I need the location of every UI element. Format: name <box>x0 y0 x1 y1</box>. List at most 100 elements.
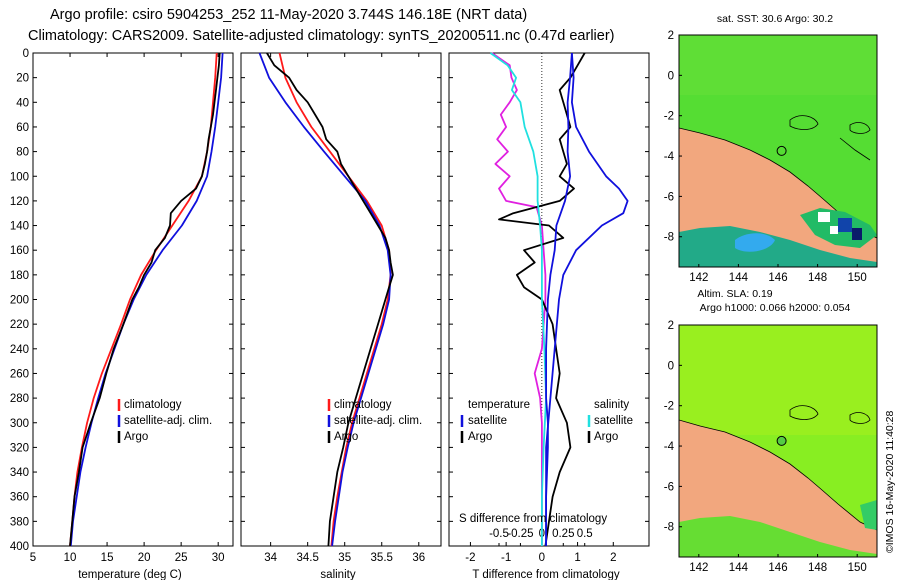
sla-argo-position-marker <box>776 435 787 446</box>
salinity-diff-tick-label: 0.25 <box>552 528 574 540</box>
sst-missing-cell <box>818 212 830 222</box>
y-tick-label: 240 <box>10 344 29 356</box>
sla-island <box>789 405 819 420</box>
sst-argo-position-marker <box>776 145 787 156</box>
salinity-legend: climatology satellite-adj. clim. Argo <box>327 399 422 443</box>
series-line-argo <box>69 52 221 547</box>
salinity-diff-tick-label: 0.5 <box>577 528 593 540</box>
x-tick-label: -1 <box>501 552 511 564</box>
y-tick-label: 180 <box>10 270 29 282</box>
series-line-argo <box>266 52 394 547</box>
sla-low-patch <box>860 500 877 530</box>
map-y-tick-label: -4 <box>664 151 675 163</box>
sst-map <box>679 35 877 267</box>
sst-deep-blue-cell <box>852 228 862 240</box>
temperature-plot: 5 10 15 20 25 3002040608010012014016018020022… <box>10 48 233 564</box>
legend-label-argo: Argo <box>334 431 358 443</box>
y-tick-label: 120 <box>10 196 29 208</box>
y-tick-label: 200 <box>10 295 29 307</box>
sst-island <box>849 122 871 134</box>
x-tick-label: 20 <box>138 552 151 564</box>
salinity-plot: 34 34.5 35 35.5 36 <box>241 52 441 564</box>
difference-axes-frame <box>448 52 650 547</box>
y-tick-label: 160 <box>10 245 29 257</box>
map-x-tick-label: 142 <box>689 272 708 284</box>
legend-label-satellite: satellite-adj. clim. <box>124 415 212 427</box>
sst-coastline <box>839 137 871 161</box>
x-tick-label: 1 <box>574 552 580 564</box>
map-y-tick-label: -8 <box>664 232 674 244</box>
series-line-climatology <box>278 52 392 547</box>
map-x-tick-label: 144 <box>729 562 749 574</box>
difference-plot: -2 -1 0 1 2-0.5-0.25 0 0.25 0.5 <box>449 52 649 564</box>
x-tick-label: 0 <box>539 552 545 564</box>
series-line-satellite-adj-clim- <box>258 52 392 547</box>
y-tick-label: 60 <box>16 122 29 134</box>
imos-credit: ©IMOS 16-May-2020 11:40:28 <box>884 410 896 553</box>
figure-title-line1: Argo profile: csiro 5904253_252 11-May-2… <box>50 7 527 23</box>
map-y-tick-label: -8 <box>664 522 674 534</box>
salinity-xlabel: salinity <box>320 569 355 580</box>
x-tick-label: -2 <box>465 552 475 564</box>
sla-map-axes: 142 144 146 148 150 2 0 -2 -4 -6 -8 <box>664 320 867 574</box>
y-tick-label: 300 <box>10 418 29 430</box>
x-tick-label: 36 <box>412 552 425 564</box>
legend-label-sal-argo: Argo <box>594 431 618 443</box>
x-tick-label: 25 <box>175 552 188 564</box>
legend-title-salinity: salinity <box>594 399 629 411</box>
map-y-tick-label: 0 <box>668 70 674 82</box>
map-x-tick-label: 142 <box>689 562 708 574</box>
difference-legend: temperature satellite Argo salinity sate… <box>460 399 633 443</box>
map-y-tick-label: -6 <box>664 481 674 493</box>
map-x-tick-label: 146 <box>768 562 787 574</box>
temperature-xlabel: temperature (deg C) <box>78 569 182 580</box>
x-tick-label: 34 <box>264 552 277 564</box>
map-y-tick-label: 0 <box>668 360 674 372</box>
map-y-tick-label: 2 <box>668 320 674 332</box>
map-x-tick-label: 148 <box>808 562 827 574</box>
legend-label-argo: Argo <box>124 431 148 443</box>
sst-deep-blue-cell <box>838 218 852 232</box>
series-line-temperature-satellite <box>491 52 547 546</box>
sst-map-axes: 142 144 146 148 150 2 0 -2 -4 -6 -8 <box>664 30 867 284</box>
x-tick-label: 10 <box>64 552 77 564</box>
x-tick-label: 30 <box>212 552 225 564</box>
x-tick-label: 35.5 <box>371 552 393 564</box>
x-tick-label: 34.5 <box>296 552 318 564</box>
sla-ocean-north <box>679 325 877 435</box>
difference-xlabel: T difference from climatology <box>472 569 619 580</box>
difference-inner-xlabel: S difference from climatology <box>459 513 607 525</box>
map-x-tick-label: 150 <box>848 562 867 574</box>
legend-label-climatology: climatology <box>334 399 392 411</box>
legend-title-temperature: temperature <box>468 399 530 411</box>
legend-label-climatology: climatology <box>124 399 182 411</box>
legend-label-temp-satellite: satellite <box>468 415 507 427</box>
y-tick-label: 140 <box>10 221 29 233</box>
series-line-salinity-satellite <box>489 52 547 546</box>
map-y-tick-label: -4 <box>664 441 675 453</box>
y-tick-label: 380 <box>10 516 29 528</box>
salinity-diff-tick-label: -0.25 <box>507 528 533 540</box>
figure-title-line2: Climatology: CARS2009. Satellite-adjuste… <box>28 28 615 44</box>
map-x-tick-label: 150 <box>848 272 867 284</box>
x-tick-label: 2 <box>610 552 616 564</box>
map-y-tick-label: -6 <box>664 191 674 203</box>
sla-ocean-south <box>679 516 877 557</box>
y-tick-label: 360 <box>10 492 29 504</box>
y-tick-label: 20 <box>16 73 29 85</box>
map-x-tick-label: 146 <box>768 272 787 284</box>
y-tick-label: 80 <box>16 147 29 159</box>
series-line-climatology <box>69 52 218 547</box>
y-tick-label: 340 <box>10 467 29 479</box>
sst-island <box>789 115 819 130</box>
y-tick-label: 100 <box>10 171 29 183</box>
x-tick-label: 5 <box>30 552 36 564</box>
y-tick-label: 400 <box>10 541 29 553</box>
sst-missing-cell <box>830 226 838 234</box>
y-tick-label: 0 <box>23 48 29 60</box>
salinity-diff-tick-label: -0.5 <box>489 528 509 540</box>
legend-label-temp-argo: Argo <box>468 431 492 443</box>
y-tick-label: 40 <box>16 97 29 109</box>
y-tick-label: 220 <box>10 319 29 331</box>
y-tick-label: 320 <box>10 442 29 454</box>
